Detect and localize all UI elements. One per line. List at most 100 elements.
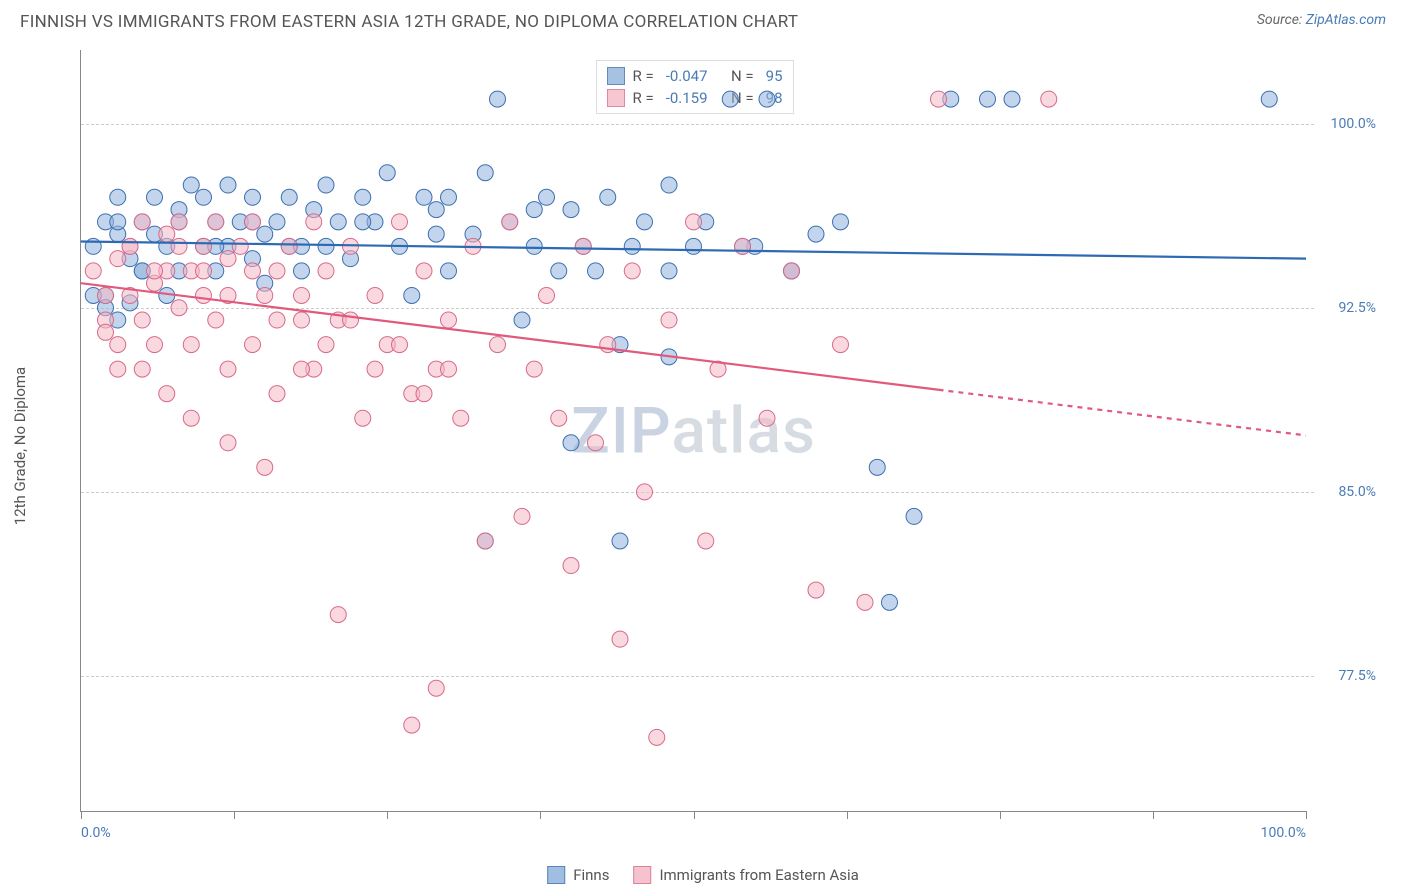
data-point bbox=[539, 189, 555, 205]
xtick bbox=[540, 811, 541, 819]
data-point bbox=[269, 263, 285, 279]
data-point bbox=[588, 263, 604, 279]
data-point bbox=[869, 459, 885, 475]
data-point bbox=[808, 226, 824, 242]
data-point bbox=[196, 238, 212, 254]
plot-area: ZIPatlas 77.5%85.0%92.5%100.0% 0.0% 100.… bbox=[80, 50, 1306, 812]
xtick bbox=[387, 811, 388, 819]
data-point bbox=[1004, 91, 1020, 107]
data-point bbox=[306, 214, 322, 230]
data-point bbox=[110, 251, 126, 267]
data-point bbox=[428, 226, 444, 242]
data-point bbox=[318, 263, 334, 279]
xaxis-max-label: 100.0% bbox=[1261, 825, 1306, 841]
data-point bbox=[355, 410, 371, 426]
data-point bbox=[220, 177, 236, 193]
ytick-label: 85.0% bbox=[1316, 484, 1376, 500]
data-point bbox=[833, 214, 849, 230]
data-point bbox=[134, 214, 150, 230]
data-point bbox=[171, 300, 187, 316]
data-point bbox=[477, 165, 493, 181]
data-point bbox=[245, 337, 261, 353]
data-point bbox=[637, 214, 653, 230]
data-point bbox=[612, 631, 628, 647]
data-point bbox=[159, 386, 175, 402]
data-point bbox=[183, 410, 199, 426]
data-point bbox=[367, 287, 383, 303]
data-point bbox=[196, 189, 212, 205]
data-point bbox=[735, 238, 751, 254]
data-point bbox=[147, 337, 163, 353]
yaxis-label: 12th Grade, No Diploma bbox=[11, 367, 29, 525]
data-point bbox=[269, 214, 285, 230]
data-point bbox=[416, 189, 432, 205]
data-point bbox=[318, 238, 334, 254]
data-point bbox=[404, 717, 420, 733]
data-point bbox=[281, 238, 297, 254]
data-point bbox=[330, 607, 346, 623]
data-point bbox=[882, 594, 898, 610]
scatter-svg bbox=[81, 50, 1306, 811]
data-point bbox=[490, 337, 506, 353]
data-point bbox=[392, 214, 408, 230]
legend-swatch-icon bbox=[633, 866, 651, 884]
data-point bbox=[416, 263, 432, 279]
data-point bbox=[110, 189, 126, 205]
data-point bbox=[551, 263, 567, 279]
xtick bbox=[234, 811, 235, 819]
xtick bbox=[1153, 811, 1154, 819]
trendline bbox=[81, 283, 939, 390]
data-point bbox=[477, 533, 493, 549]
legend-label: Immigrants from Eastern Asia bbox=[659, 866, 858, 884]
ytick-label: 92.5% bbox=[1316, 300, 1376, 316]
data-point bbox=[232, 238, 248, 254]
chart-container: 12th Grade, No Diploma ZIPatlas 77.5%85.… bbox=[50, 50, 1386, 842]
data-point bbox=[159, 226, 175, 242]
data-point bbox=[563, 558, 579, 574]
data-point bbox=[624, 238, 640, 254]
data-point bbox=[147, 189, 163, 205]
data-point bbox=[441, 189, 457, 205]
data-point bbox=[722, 91, 738, 107]
data-point bbox=[931, 91, 947, 107]
data-point bbox=[220, 251, 236, 267]
data-point bbox=[122, 238, 138, 254]
trendline-dashed bbox=[939, 390, 1307, 436]
data-point bbox=[526, 238, 542, 254]
data-point bbox=[453, 410, 469, 426]
data-point bbox=[367, 361, 383, 377]
data-point bbox=[526, 202, 542, 218]
legend-item: Immigrants from Eastern Asia bbox=[633, 866, 858, 884]
data-point bbox=[196, 287, 212, 303]
data-point bbox=[245, 263, 261, 279]
data-point bbox=[245, 189, 261, 205]
data-point bbox=[404, 287, 420, 303]
data-point bbox=[563, 435, 579, 451]
data-point bbox=[220, 361, 236, 377]
data-point bbox=[294, 312, 310, 328]
data-point bbox=[1261, 91, 1277, 107]
data-point bbox=[428, 680, 444, 696]
legend-label: Finns bbox=[573, 866, 609, 884]
data-point bbox=[355, 189, 371, 205]
chart-title: FINNISH VS IMMIGRANTS FROM EASTERN ASIA … bbox=[20, 12, 798, 32]
source-link[interactable]: ZipAtlas.com bbox=[1306, 12, 1386, 28]
data-point bbox=[588, 435, 604, 451]
data-point bbox=[575, 238, 591, 254]
data-point bbox=[686, 238, 702, 254]
data-point bbox=[257, 459, 273, 475]
data-point bbox=[490, 91, 506, 107]
ytick-label: 77.5% bbox=[1316, 668, 1376, 684]
data-point bbox=[514, 312, 530, 328]
data-point bbox=[857, 594, 873, 610]
data-point bbox=[110, 214, 126, 230]
data-point bbox=[220, 435, 236, 451]
data-point bbox=[759, 410, 775, 426]
data-point bbox=[379, 165, 395, 181]
data-point bbox=[502, 214, 518, 230]
data-point bbox=[686, 214, 702, 230]
data-point bbox=[539, 287, 555, 303]
data-point bbox=[134, 361, 150, 377]
legend-item: Finns bbox=[547, 866, 609, 884]
xtick bbox=[847, 811, 848, 819]
